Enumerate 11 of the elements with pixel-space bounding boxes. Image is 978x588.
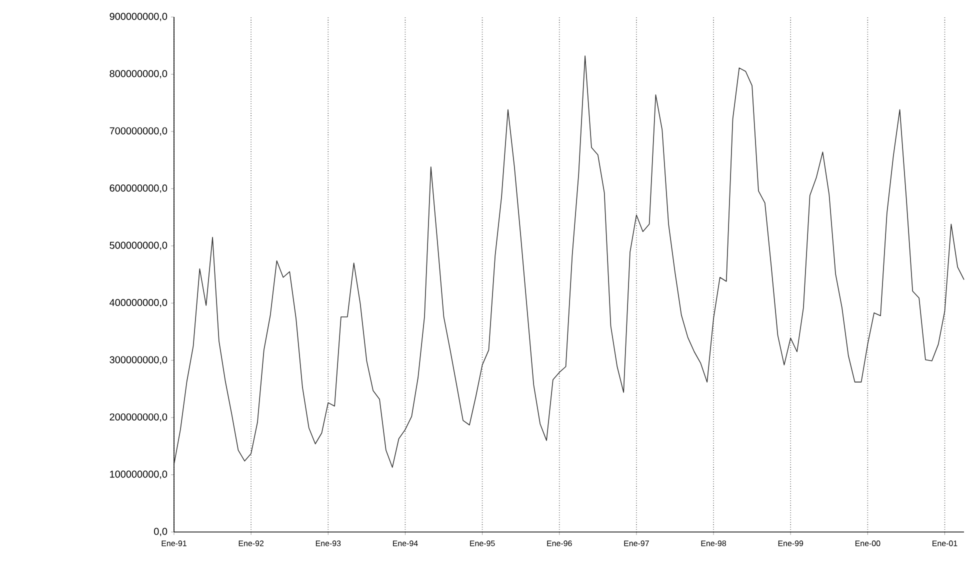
y-tick-label: 200000000,0: [110, 413, 168, 422]
y-tick-label: 300000000,0: [110, 356, 168, 364]
y-tick-label: 600000000,0: [110, 184, 168, 193]
y-tick-label: 0,0: [154, 528, 168, 536]
y-tick-label: 500000000,0: [110, 242, 168, 250]
y-tick-label: 900000000,0: [110, 12, 168, 22]
line-series: [174, 56, 964, 468]
y-tick-label: 400000000,0: [110, 299, 168, 308]
y-tick-label: 700000000,0: [110, 127, 168, 136]
y-tick-label: 800000000,0: [110, 70, 168, 78]
y-tick-label: 100000000,0: [110, 470, 168, 479]
